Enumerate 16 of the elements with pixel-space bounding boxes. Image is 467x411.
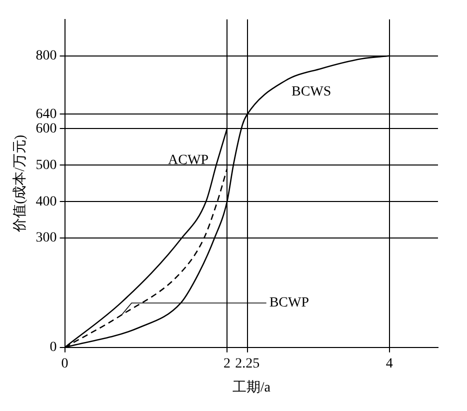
y-tick-label: 400 [36, 194, 57, 210]
x-axis-title: 工期/a [232, 379, 272, 396]
y-tick-label: 500 [36, 158, 57, 173]
x-tick-label: 4 [386, 356, 393, 372]
y-tick-label: 600 [36, 121, 57, 136]
y-tick-label: 640 [36, 106, 57, 122]
x-tick-label: 2 [224, 356, 231, 372]
series-label: ACWP [168, 152, 209, 168]
series-label: BCWS [291, 84, 332, 100]
y-tick-label: 0 [50, 340, 57, 356]
y-tick-label: 300 [36, 230, 57, 246]
y-tick-label: 800 [36, 48, 57, 64]
y-axis-title: 价值(成本/万元) [12, 134, 28, 234]
x-tick-label: 2.25 [235, 356, 260, 372]
x-tick-label: 0 [61, 356, 68, 372]
text: BCWP [269, 296, 310, 311]
